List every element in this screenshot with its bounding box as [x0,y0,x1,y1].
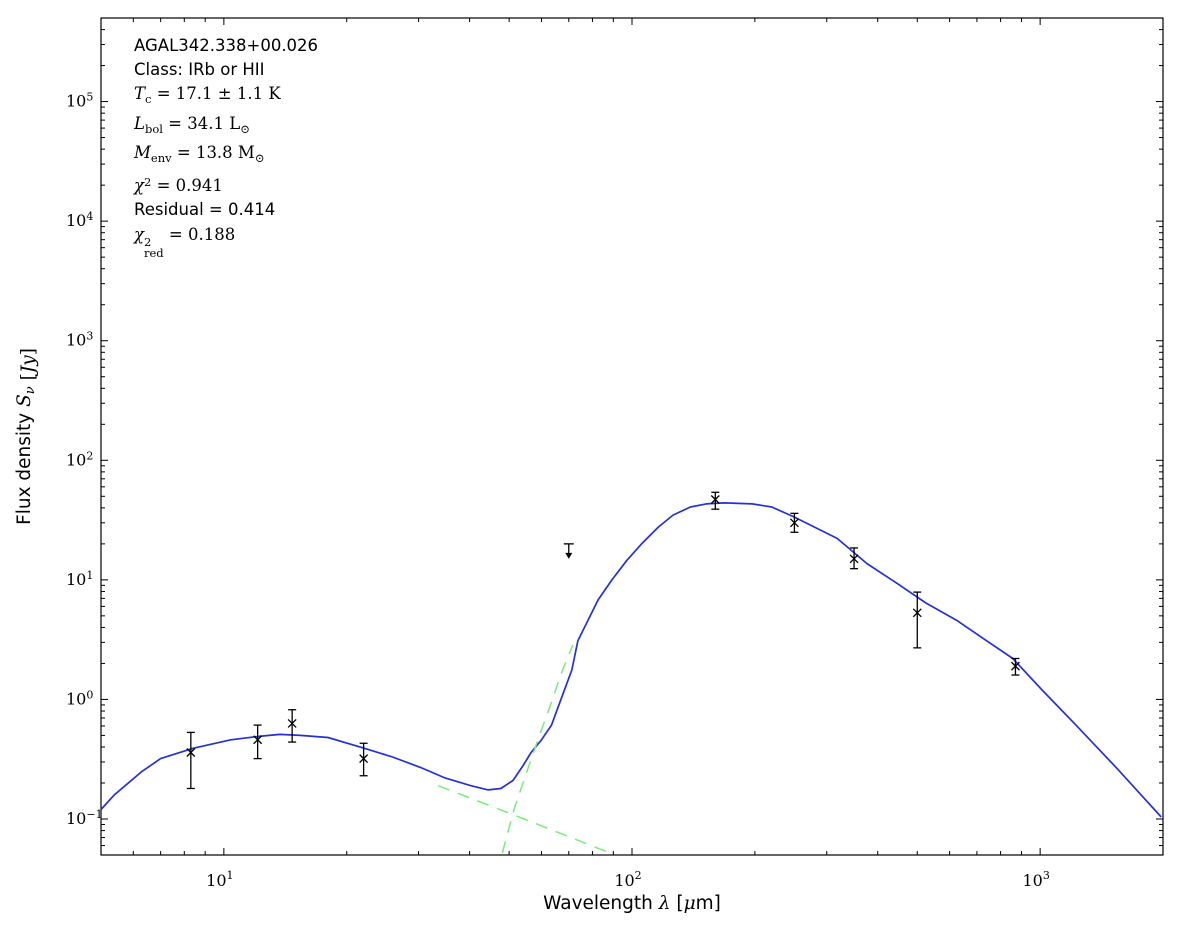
data-points [186,491,1020,790]
data-point [287,709,297,743]
dust-temperature-line: Tc = 17.1 ± 1.1 K [134,84,281,107]
x-tick-label: 101 [206,869,233,890]
y-tick-label: 105 [66,91,93,111]
envelope-mass-line: Menv = 13.8 M⊙ [134,142,265,165]
data-point [253,724,263,760]
y-tick-label: 103 [66,330,93,350]
axis-ticks [100,17,1164,856]
residual-line: Residual = 0.414 [134,200,276,220]
y-tick-label: 100 [66,688,93,708]
class-label: Class: IRb or HII [134,60,265,80]
x-tick-label: 103 [1022,869,1049,890]
warm-component-curve [437,785,611,854]
chi-squared-line: χ2 = 0.941 [134,175,223,196]
data-point [789,512,799,533]
data-point [359,742,369,777]
data-point [186,731,196,790]
sun-symbol: ⊙ [254,150,265,165]
x-tick-label: 102 [614,869,641,890]
reduced-chi-squared-line: χ 2 red = 0.188 [134,224,236,260]
bolometric-luminosity-line: Lbol = 34.1 L⊙ [134,113,250,136]
data-point [710,491,720,510]
data-point [1010,657,1020,676]
annotation-block: AGAL342.338+00.026 Class: IRb or HII Tc … [134,34,318,259]
y-axis-label: Flux density Sν [Jy] [14,348,39,525]
sun-symbol: ⊙ [240,121,250,136]
upper-limit-marker [563,543,574,559]
data-point [912,591,922,649]
tick-labels: 101 102 103 105 104 103 102 101 100 10−1 [66,91,1050,890]
y-tick-label: 102 [66,449,93,469]
y-tick-label: 101 [66,569,93,589]
cold-component-curve [501,644,574,854]
y-tick-label: 104 [66,210,93,230]
x-axis-label: Wavelength λ [μm] [543,893,721,914]
total-model-fit-curve [100,502,1162,818]
source-name: AGAL342.338+00.026 [134,36,319,55]
data-point [849,547,859,570]
y-tick-label: 10−1 [66,808,103,828]
